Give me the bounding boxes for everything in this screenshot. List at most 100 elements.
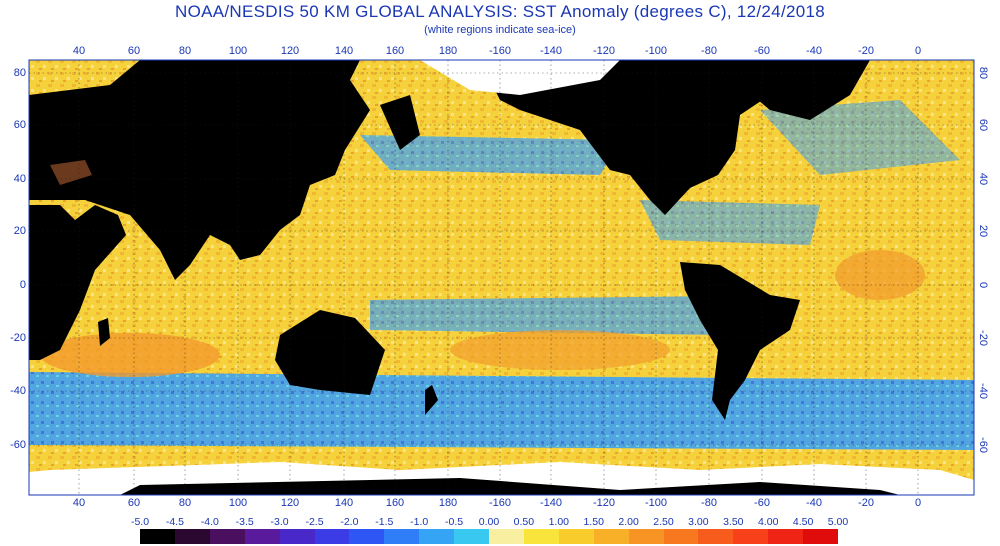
lon-tick-label: -120 xyxy=(592,497,616,509)
africa xyxy=(29,205,126,360)
colorbar-label: -1.5 xyxy=(375,516,394,528)
lon-tick-label: 80 xyxy=(178,45,192,57)
lat-tick-label: 20 xyxy=(977,224,989,238)
lon-tick-label: -40 xyxy=(806,45,822,57)
lat-tick-label: -60 xyxy=(977,437,989,453)
colorbar-swatch xyxy=(209,529,246,544)
south-pacific-warm-patch xyxy=(450,330,670,370)
lon-tick-label: 40 xyxy=(72,45,86,57)
greenland xyxy=(700,60,870,120)
colorbar-swatch xyxy=(489,529,525,544)
lat-tick-label: -20 xyxy=(10,332,26,344)
colorbar-swatch xyxy=(419,529,455,544)
lat-tick-label: 0 xyxy=(19,279,26,291)
map-title: NOAA/NESDIS 50 KM GLOBAL ANALYSIS: SST A… xyxy=(175,2,825,21)
eurasia xyxy=(29,60,370,280)
colorbar-label: -3.5 xyxy=(235,516,254,528)
colorbar-label: 4.00 xyxy=(757,516,779,528)
colorbar-swatch xyxy=(733,529,769,544)
colorbar-swatch xyxy=(279,529,315,544)
lon-tick-label: 140 xyxy=(334,45,354,57)
north-america xyxy=(490,60,770,215)
madagascar xyxy=(98,318,110,346)
colorbar-label: 5.00 xyxy=(827,516,849,528)
colorbar-swatch xyxy=(244,529,281,544)
antarctica xyxy=(120,478,900,495)
graticule xyxy=(29,60,974,495)
colorbar-swatch xyxy=(593,529,630,544)
colorbar-swatch xyxy=(803,529,839,544)
lon-tick-label: -60 xyxy=(754,45,770,57)
colorbar-label: -0.5 xyxy=(445,516,464,528)
colorbar-label: 0.00 xyxy=(478,516,500,528)
indian-ocean-warm-patch xyxy=(40,333,220,377)
colorbar-swatch xyxy=(140,529,176,544)
arctic-sea-ice xyxy=(420,60,620,95)
land-masses xyxy=(29,60,800,420)
lon-tick-label: 120 xyxy=(280,45,300,57)
lat-tick-label: 20 xyxy=(13,225,26,237)
colorbar-swatch xyxy=(523,529,560,544)
lon-tick-label: -60 xyxy=(754,497,770,509)
colorbar-label: 1.00 xyxy=(548,516,570,528)
colorbar-label: 2.00 xyxy=(618,516,639,528)
south-atlantic-warm-patch xyxy=(835,250,925,300)
colorbar-label: 3.50 xyxy=(723,516,744,528)
lon-tick-label: -20 xyxy=(858,45,874,57)
lon-tick-label: -120 xyxy=(592,45,616,57)
lon-tick-label: 0 xyxy=(914,45,922,57)
lon-tick-label: 160 xyxy=(385,45,405,57)
colorbar-label: -4.5 xyxy=(165,516,184,528)
colorbar-swatch xyxy=(663,529,699,544)
north-pacific-cool-band xyxy=(360,135,620,175)
lon-tick-label: 100 xyxy=(228,45,248,57)
south-america xyxy=(680,262,800,420)
lat-tick-label: 80 xyxy=(977,66,989,80)
colorbar-label: -2.0 xyxy=(340,516,359,528)
lon-tick-label: 160 xyxy=(385,497,405,509)
lon-tick-label: -80 xyxy=(701,45,717,57)
colorbar-swatch xyxy=(698,529,734,544)
south-pacific-cool-band xyxy=(370,296,720,335)
colorbar-label: 4.50 xyxy=(792,516,814,528)
lon-tick-label: 180 xyxy=(438,497,458,509)
lon-tick-label: -80 xyxy=(701,497,717,509)
lon-tick-label: -140 xyxy=(539,497,563,509)
lon-tick-label: -140 xyxy=(539,45,563,57)
colorbar-swatch xyxy=(349,529,385,544)
lon-tick-label: 60 xyxy=(127,45,141,57)
lon-tick-label: 120 xyxy=(280,497,300,509)
lon-tick-label: -100 xyxy=(644,497,668,509)
colorbar-label: -3.0 xyxy=(270,516,289,528)
colorbar-swatch xyxy=(314,529,350,544)
atlantic-cool-band xyxy=(640,200,820,245)
lon-tick-label: 180 xyxy=(438,45,458,57)
lat-tick-label: 40 xyxy=(977,172,989,186)
lon-tick-label: 140 xyxy=(334,497,354,509)
lon-tick-label: -40 xyxy=(806,497,822,509)
lat-tick-label: 80 xyxy=(13,67,26,79)
lat-tick-label: 40 xyxy=(13,173,26,185)
lon-tick-label: 0 xyxy=(914,497,922,509)
lat-tick-label: -60 xyxy=(10,439,26,451)
colorbar-label: -4.0 xyxy=(200,516,219,528)
lon-tick-label: -20 xyxy=(858,497,874,509)
lon-tick-label: 80 xyxy=(178,497,192,509)
lat-tick-label: 60 xyxy=(977,118,989,132)
colorbar-swatch xyxy=(174,529,211,544)
colorbar-swatch xyxy=(558,529,595,544)
colorbar-swatch xyxy=(628,529,664,544)
lat-tick-label: -40 xyxy=(977,383,989,399)
map-frame xyxy=(28,59,975,496)
colorbar-swatch xyxy=(454,529,490,544)
colorbar-label: -2.5 xyxy=(305,516,324,528)
new-zealand xyxy=(425,385,438,415)
colorbar-label: 0.50 xyxy=(513,516,535,528)
colorbar-swatch xyxy=(384,529,420,544)
lon-tick-label: 40 xyxy=(72,497,86,509)
colorbar-label: 1.50 xyxy=(583,516,604,528)
southern-ocean-cool-band xyxy=(29,372,974,450)
australia xyxy=(275,310,385,395)
colorbar-label: 3.00 xyxy=(688,516,709,528)
